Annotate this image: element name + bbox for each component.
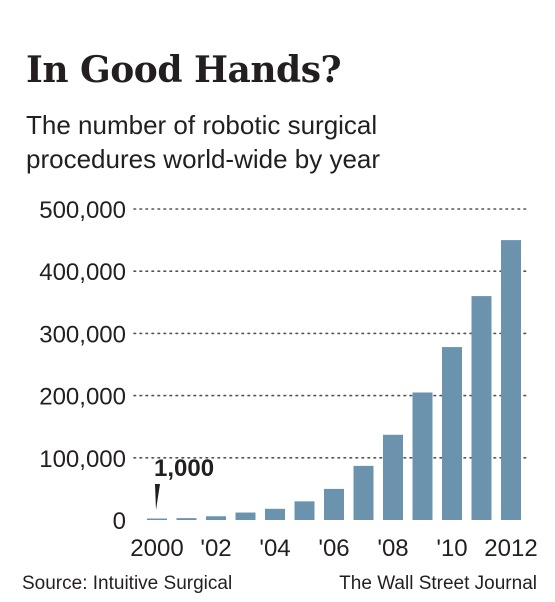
bar-2002 [206,516,226,520]
chart-subtitle-line-1: The number of robotic surgical [26,110,378,140]
y-tick-label: 400,000 [39,259,126,286]
x-tick-label: '06 [318,535,349,562]
x-tick-label: 2000 [130,535,183,562]
source-note: Source: Intuitive Surgical [22,573,233,594]
bar-2004 [265,508,285,520]
y-tick-label: 0 [113,508,126,535]
bar-2012 [501,240,521,520]
y-tick-label: 500,000 [39,197,126,224]
x-tick-label: '02 [200,535,231,562]
x-tick-label: 2012 [484,535,537,562]
x-tick-label: '08 [377,535,408,562]
y-axis-labels: 0 100,000 200,000 300,000 400,000 500,000 [39,197,126,535]
gridlines [133,208,531,459]
x-tick-label: '04 [259,535,290,562]
bar-2009 [412,392,433,520]
bar-2006 [324,488,344,520]
annotation-label: 1,000 [154,455,214,482]
bar-2011 [471,296,492,520]
bar-2000 [147,518,167,520]
bar-2005 [294,501,315,520]
bar-2007 [353,465,374,520]
annotation-pointer [155,484,160,510]
bar-2010 [442,347,462,520]
bar-2003 [235,512,256,520]
annotation: 1,000 [154,455,214,510]
bar-2008 [383,434,403,520]
bars [147,240,521,520]
y-tick-label: 100,000 [39,446,126,473]
bar-2001 [176,518,197,520]
x-tick-label: '10 [436,535,467,562]
x-axis-labels: 2000 '02 '04 '06 '08 '10 2012 [130,535,537,562]
chart-title: In Good Hands? [26,49,342,91]
publisher-credit: The Wall Street Journal [339,573,537,594]
chart-subtitle: The number of robotic surgical procedure… [26,108,526,176]
y-tick-label: 300,000 [39,321,126,348]
y-tick-label: 200,000 [39,384,126,411]
chart-subtitle-line-2: procedures world-wide by year [26,144,381,174]
